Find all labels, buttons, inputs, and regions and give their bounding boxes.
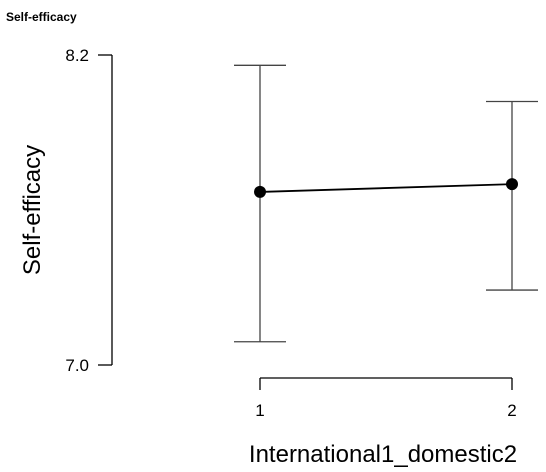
y-tick-label-top: 8.2 <box>65 46 89 65</box>
data-point-1 <box>254 185 266 198</box>
data-point-2 <box>506 178 518 191</box>
x-axis-title: International1_domestic2 <box>249 441 517 468</box>
panel-title: Self-efficacy <box>6 10 77 24</box>
chart-marks <box>234 64 538 343</box>
x-tick-label-1: 1 <box>255 401 264 420</box>
y-axis-title: Self-efficacy <box>19 145 46 275</box>
series-line <box>259 183 513 193</box>
y-tick-label-bottom: 7.0 <box>65 356 89 375</box>
x-tick-label-2: 2 <box>507 401 516 420</box>
